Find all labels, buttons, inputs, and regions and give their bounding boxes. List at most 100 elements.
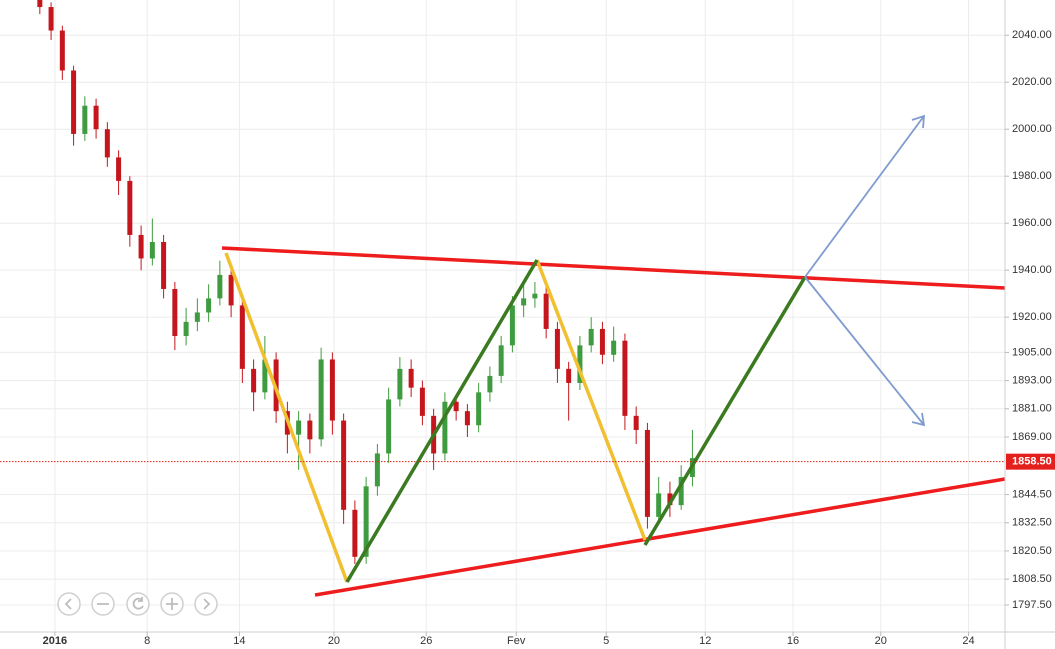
y-tick-label: 2020.00 — [1012, 76, 1052, 88]
candle-body — [566, 368, 572, 383]
candle-body — [341, 420, 347, 510]
candle-body — [138, 234, 144, 259]
drawings — [221, 114, 1006, 597]
y-tick-label: 1820.50 — [1012, 545, 1052, 557]
wave-line — [643, 276, 807, 546]
candle-body — [127, 180, 133, 235]
candle-body — [532, 293, 538, 299]
candle-body — [307, 420, 313, 440]
x-tick-label: 8 — [144, 635, 150, 647]
candle-body — [419, 387, 425, 416]
resistance-line — [221, 246, 1006, 290]
x-tick-label: 14 — [233, 635, 245, 647]
candle-body — [487, 375, 493, 393]
candle-body — [633, 415, 639, 430]
last-price-box — [1006, 453, 1055, 470]
wave-line — [345, 259, 539, 583]
x-tick-label: 20 — [875, 635, 887, 647]
support-line — [314, 477, 1006, 597]
x-tick-label: 20 — [328, 635, 340, 647]
candle-body — [48, 7, 54, 31]
candle-body — [352, 509, 358, 557]
y-tick-label: 1808.50 — [1012, 573, 1052, 585]
candle-body — [363, 486, 369, 557]
candle-body — [476, 392, 482, 426]
candle-body — [161, 241, 167, 289]
candle-body — [82, 105, 88, 134]
candle-body — [498, 345, 504, 376]
y-tick-label: 1869.00 — [1012, 431, 1052, 443]
y-tick-label: 1893.00 — [1012, 375, 1052, 387]
zoom-out-button[interactable] — [91, 592, 115, 616]
y-tick-label: 2000.00 — [1012, 123, 1052, 135]
candle-body — [296, 420, 302, 435]
y-tick-label: 1960.00 — [1012, 217, 1052, 229]
candle-body — [588, 328, 594, 346]
candle-body — [543, 293, 549, 329]
candle-body — [599, 328, 605, 355]
up-arrow — [804, 114, 926, 278]
candle-body — [453, 401, 459, 412]
reset-button[interactable] — [126, 592, 150, 616]
candle-body — [644, 429, 650, 517]
wave-line — [224, 252, 349, 583]
candle-body — [104, 129, 110, 158]
candle-body — [206, 298, 212, 313]
wave-line — [535, 259, 647, 541]
x-tick-label: 24 — [962, 635, 974, 647]
candle-body — [228, 274, 234, 306]
candle-body — [149, 241, 155, 259]
candle-body — [183, 321, 189, 336]
scroll-left-button[interactable] — [57, 592, 81, 616]
y-tick-label: 1940.00 — [1012, 264, 1052, 276]
x-tick-label: 2016 — [43, 635, 67, 647]
zoom-in-button[interactable] — [160, 592, 184, 616]
x-tick-label: 16 — [787, 635, 799, 647]
candle-body — [509, 305, 515, 346]
candle-body — [611, 340, 617, 355]
candle-body — [251, 368, 257, 393]
candle-body — [386, 399, 392, 454]
scroll-right-button[interactable] — [194, 592, 218, 616]
y-tick-label: 1844.50 — [1012, 488, 1052, 500]
candle-body — [521, 298, 527, 306]
candle-body — [577, 345, 583, 383]
candle-body — [194, 312, 200, 322]
y-tick-label: 1832.50 — [1012, 517, 1052, 529]
y-tick-label: 1905.00 — [1012, 346, 1052, 358]
candle-body — [408, 368, 414, 388]
candle-body — [172, 288, 178, 336]
candle-body — [262, 359, 268, 393]
candle-body — [93, 105, 99, 130]
candle-body — [59, 30, 65, 71]
candle-body — [464, 411, 470, 426]
down-arrow — [804, 276, 926, 427]
candle-body — [554, 328, 560, 369]
candle-body — [116, 157, 122, 181]
candle-body — [217, 274, 223, 299]
candle-body — [318, 359, 324, 440]
y-tick-label: 1797.50 — [1012, 599, 1052, 611]
candle-body — [656, 493, 662, 517]
candle-body — [329, 359, 335, 421]
candle-body — [667, 493, 673, 506]
navigation — [57, 592, 218, 616]
candle-body — [71, 70, 77, 134]
y-tick-label: 1920.00 — [1012, 311, 1052, 323]
candle-body — [374, 453, 380, 487]
x-tick-label: Fev — [507, 635, 526, 647]
last-price-label: 1858.50 — [1012, 456, 1052, 468]
candle-body — [239, 305, 245, 369]
y-tick-label: 1980.00 — [1012, 170, 1052, 182]
candle-body — [37, 0, 43, 8]
candle-body — [442, 401, 448, 454]
candle-body — [622, 340, 628, 416]
candle-body — [397, 368, 403, 400]
y-tick-label: 1881.00 — [1012, 403, 1052, 415]
y-tick-label: 2040.00 — [1012, 29, 1052, 41]
candle-body — [678, 476, 684, 506]
x-tick-label: 5 — [603, 635, 609, 647]
